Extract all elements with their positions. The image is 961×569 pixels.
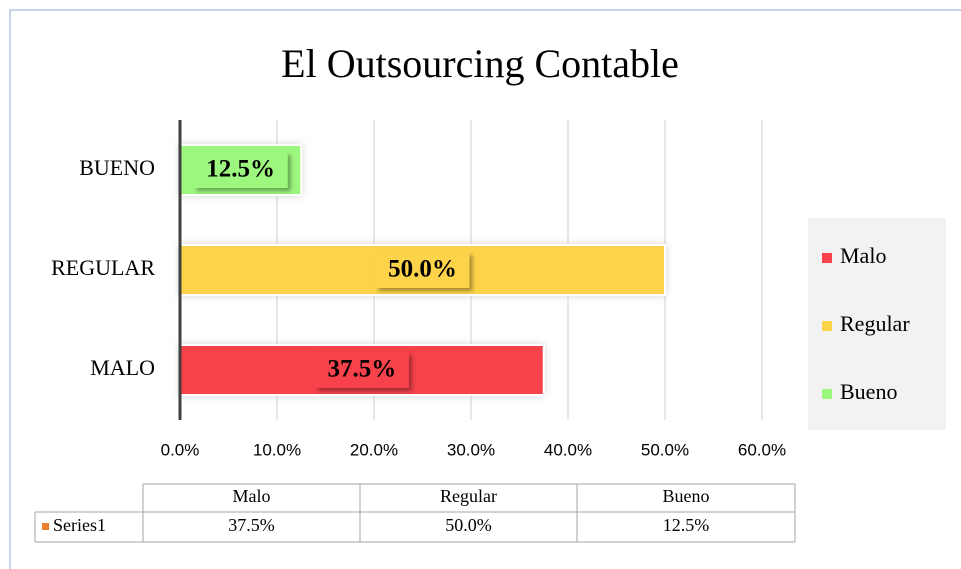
x-tick-label: 20.0% bbox=[350, 440, 398, 459]
data-label: 12.5% bbox=[206, 156, 275, 183]
table-series-name: Series1 bbox=[53, 515, 106, 535]
data-label: 37.5% bbox=[328, 356, 397, 383]
table-header: Regular bbox=[440, 486, 497, 506]
category-label: BUENO bbox=[79, 155, 155, 180]
legend-label: Malo bbox=[840, 243, 886, 268]
table-header: Bueno bbox=[663, 486, 710, 506]
chart-title: El Outsourcing Contable bbox=[281, 41, 679, 86]
table-cell: 12.5% bbox=[663, 515, 710, 535]
x-tick-label: 0.0% bbox=[161, 440, 200, 459]
table-cell: 37.5% bbox=[228, 515, 275, 535]
legend-swatch bbox=[822, 253, 832, 263]
table-cell: 50.0% bbox=[445, 515, 492, 535]
legend-label: Regular bbox=[840, 311, 910, 336]
legend-label: Bueno bbox=[840, 379, 897, 404]
category-label: REGULAR bbox=[51, 255, 155, 280]
table-swatch bbox=[42, 523, 49, 530]
legend-swatch bbox=[822, 321, 832, 331]
data-label-box bbox=[193, 152, 288, 188]
x-tick-label: 10.0% bbox=[253, 440, 301, 459]
x-tick-label: 50.0% bbox=[641, 440, 689, 459]
data-label: 50.0% bbox=[388, 256, 457, 283]
x-tick-label: 40.0% bbox=[544, 440, 592, 459]
legend-swatch bbox=[822, 389, 832, 399]
data-label-box bbox=[375, 252, 470, 288]
table-header: Malo bbox=[233, 486, 271, 506]
data-label-box bbox=[314, 352, 409, 388]
x-tick-label: 60.0% bbox=[738, 440, 786, 459]
category-label: MALO bbox=[90, 355, 155, 380]
x-tick-label: 30.0% bbox=[447, 440, 495, 459]
